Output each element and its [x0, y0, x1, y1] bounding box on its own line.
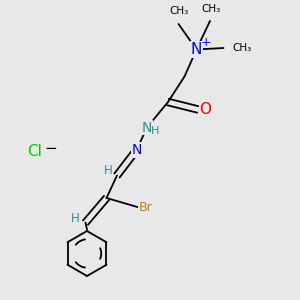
- Text: H: H: [70, 212, 80, 225]
- Text: CH₃: CH₃: [202, 4, 221, 14]
- Text: N: N: [131, 143, 142, 157]
- Text: CH₃: CH₃: [169, 7, 188, 16]
- Text: H: H: [151, 125, 160, 136]
- Text: Cl: Cl: [27, 144, 42, 159]
- Text: O: O: [200, 102, 211, 117]
- Text: N: N: [191, 42, 202, 57]
- Text: N: N: [142, 121, 152, 134]
- Text: Br: Br: [139, 201, 152, 214]
- Text: H: H: [104, 164, 113, 178]
- Text: −: −: [45, 141, 57, 156]
- Text: CH₃: CH₃: [232, 43, 252, 53]
- Text: +: +: [200, 36, 211, 50]
